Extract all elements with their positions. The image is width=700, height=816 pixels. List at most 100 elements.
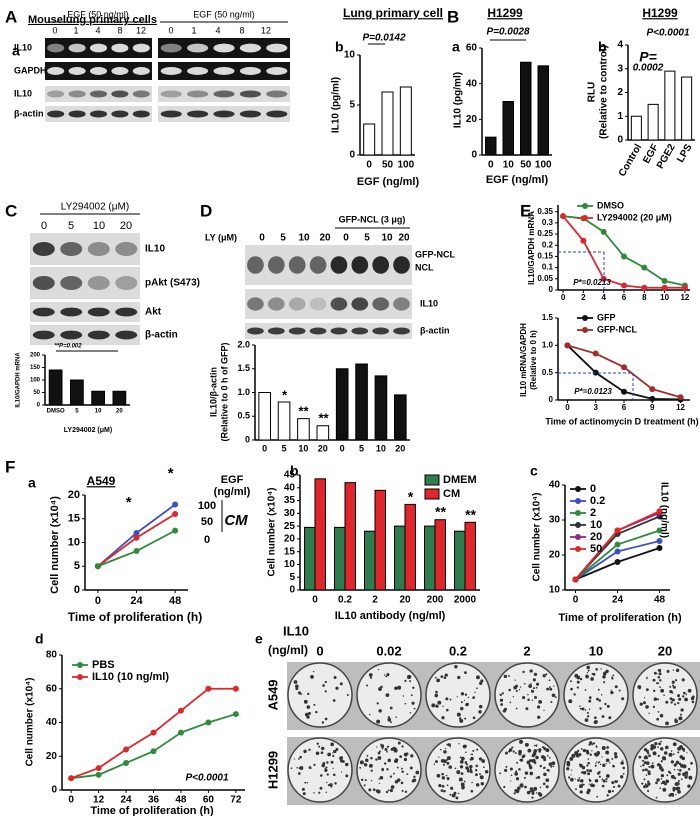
- colony: [296, 766, 298, 769]
- y-tick-label: 20: [466, 114, 478, 125]
- y-tick-label: 150: [30, 365, 41, 371]
- x-tick-label: LPS: [675, 142, 694, 165]
- colony: [570, 774, 572, 776]
- colony: [308, 766, 312, 769]
- colony: [413, 707, 416, 710]
- colony: [663, 782, 667, 786]
- blot-band: [111, 67, 129, 75]
- marker: [614, 559, 621, 565]
- colony: [460, 706, 464, 711]
- marker: [661, 284, 668, 291]
- marker: [656, 527, 663, 534]
- colony: [306, 705, 311, 709]
- marker: [133, 534, 140, 541]
- colony: [542, 756, 546, 760]
- blot-band: [393, 297, 410, 311]
- colony: [570, 777, 574, 782]
- colony: [513, 792, 516, 795]
- lane-label: 0: [259, 233, 265, 244]
- x-tick-label: 3: [593, 403, 598, 412]
- bar: [424, 525, 436, 591]
- colony: [375, 758, 378, 761]
- panel-letter: a: [452, 39, 460, 55]
- colony: [683, 765, 686, 768]
- colony: [474, 691, 476, 694]
- colony: [657, 746, 659, 748]
- lane-label: 5: [68, 220, 74, 232]
- colony: [527, 698, 530, 701]
- colony: [673, 768, 676, 771]
- legend-label: CM: [443, 488, 460, 500]
- colony: [390, 721, 392, 724]
- colony: [326, 761, 329, 764]
- annotation: P<0.0001: [185, 773, 229, 784]
- y-tick-label: 1.5: [542, 313, 554, 322]
- blot-band: [32, 307, 55, 317]
- colony: [600, 694, 603, 696]
- colony: [655, 796, 658, 799]
- colony: [669, 697, 673, 701]
- colony: [472, 696, 476, 699]
- colony: [659, 679, 662, 682]
- bar: [374, 489, 386, 591]
- colony: [550, 700, 553, 704]
- colony: [662, 787, 667, 792]
- colony: [397, 741, 401, 745]
- colony: [377, 669, 380, 671]
- x-tick-label: 10: [376, 443, 386, 453]
- x-tick-label: 24: [120, 795, 132, 806]
- blot-band: [213, 110, 235, 118]
- colony: [647, 782, 651, 786]
- y-tick-label: 0: [349, 150, 355, 161]
- colony: [394, 686, 398, 691]
- colony: [376, 789, 381, 794]
- colony: [594, 764, 597, 767]
- colony: [658, 766, 663, 770]
- blot-band: [372, 297, 390, 311]
- colony: [596, 697, 599, 701]
- colony: [535, 792, 538, 794]
- colony: [380, 743, 382, 746]
- colony: [341, 771, 343, 773]
- colony: [387, 789, 390, 792]
- colony: [679, 713, 683, 716]
- legend-label: 0.2: [590, 495, 605, 507]
- colony: [528, 763, 531, 765]
- colony: [499, 693, 502, 697]
- blot-band: [89, 110, 108, 118]
- legend-marker: [77, 662, 83, 668]
- colony: [656, 778, 660, 782]
- colony: [675, 679, 678, 682]
- colony: [515, 689, 518, 693]
- colony: [691, 695, 695, 699]
- colony: [379, 775, 384, 780]
- marker: [123, 746, 130, 753]
- y-tick-label: 0.25: [537, 229, 553, 238]
- marker: [656, 508, 663, 515]
- y-axis-label: IL10 mRNA/GAPDH: [519, 323, 528, 397]
- colony: [586, 671, 589, 674]
- colony: [466, 767, 470, 771]
- colony: [297, 772, 301, 775]
- colony: [372, 788, 376, 791]
- legend-marker: [575, 498, 581, 504]
- panel-letter: b: [335, 39, 344, 55]
- y-tick-label: 0: [51, 785, 57, 796]
- colony: [655, 682, 658, 685]
- colony: [340, 756, 344, 760]
- colony: [589, 741, 593, 745]
- colony: [386, 750, 388, 753]
- colony: [315, 751, 320, 756]
- row-label: NCL: [415, 262, 434, 272]
- colony: [435, 704, 439, 708]
- y-axis-label: IL10/GAPDH mRNA: [527, 211, 536, 285]
- marker: [592, 350, 599, 357]
- y-tick-label: 1.0: [542, 340, 554, 349]
- colony: [585, 749, 589, 753]
- bar: [314, 478, 326, 591]
- colony: [533, 672, 538, 677]
- colony: [465, 751, 467, 754]
- colony: [581, 707, 585, 711]
- colony: [404, 790, 408, 793]
- blot-band: [68, 67, 86, 75]
